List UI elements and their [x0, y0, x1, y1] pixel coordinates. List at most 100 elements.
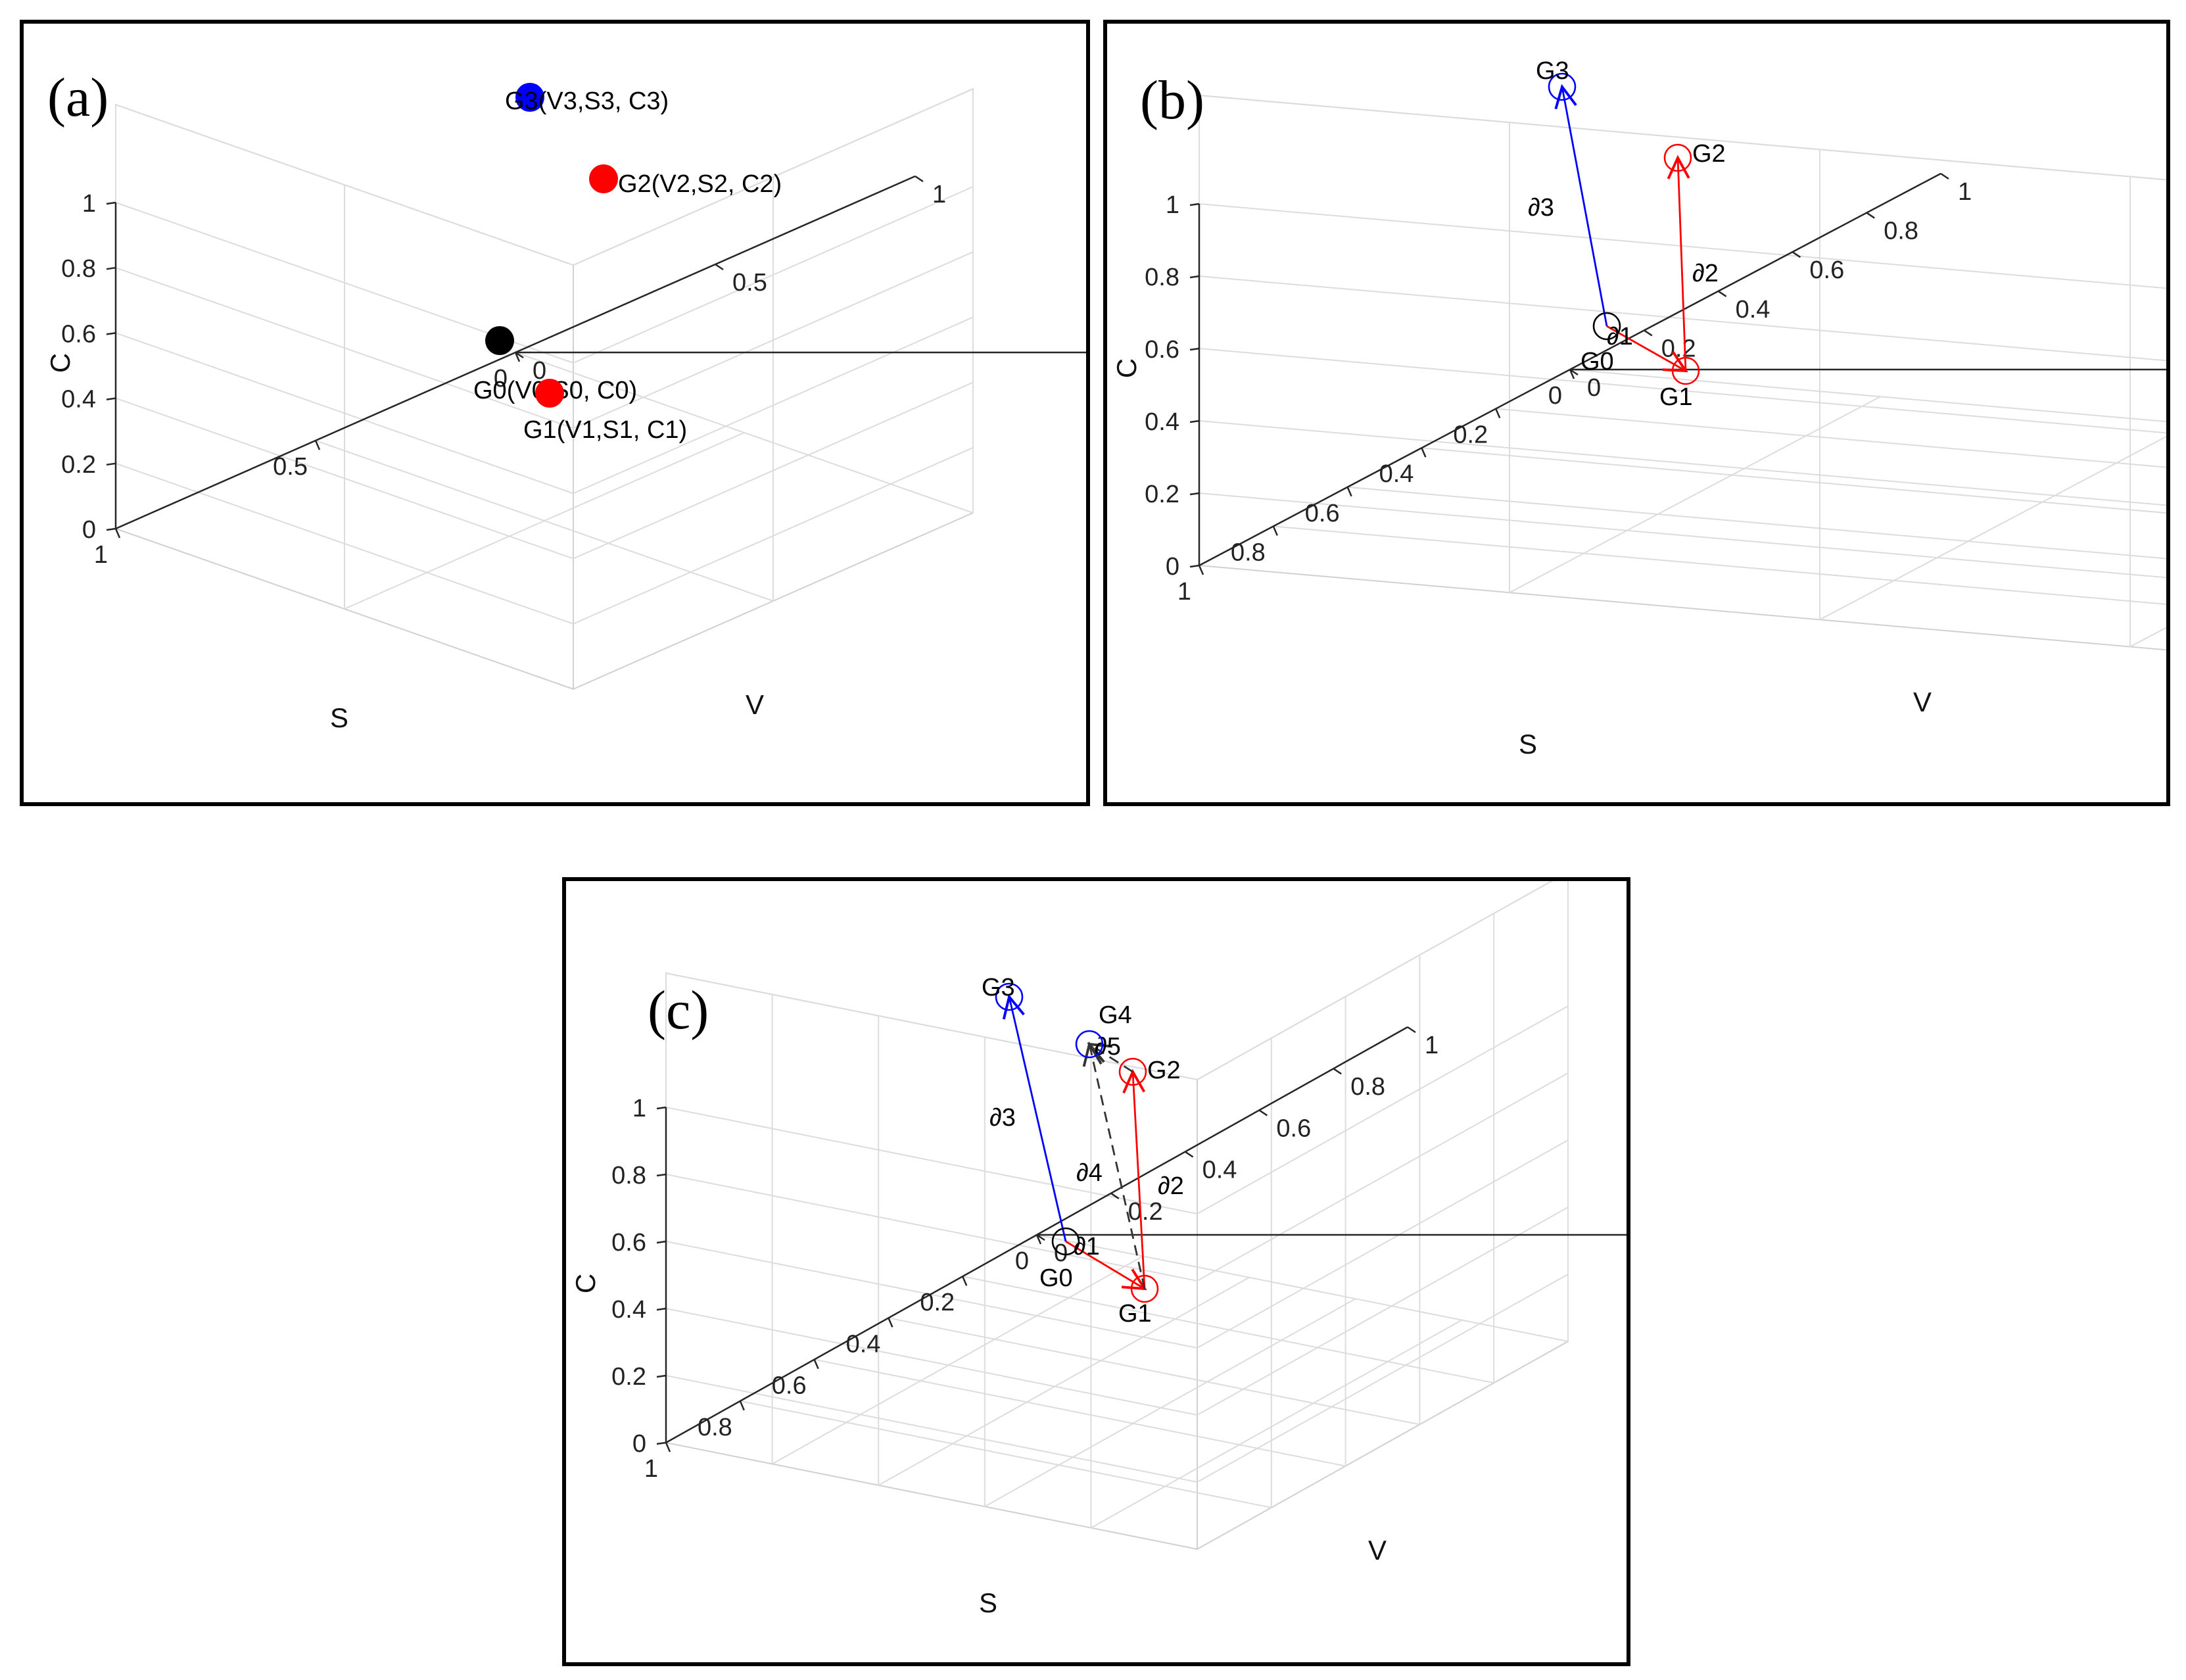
s-tick-label: 0.2 [1453, 421, 1488, 449]
point-g0 [485, 326, 514, 355]
point-g2 [1118, 1057, 1147, 1086]
s-tick-label: 0.6 [772, 1372, 807, 1400]
c-tick-label: 0.2 [61, 451, 96, 479]
grid-line-c [115, 251, 974, 429]
vector-3 [1009, 997, 1067, 1242]
panel-label: (b) [1140, 70, 1204, 131]
c-tick-label: 1 [82, 190, 96, 218]
s-axis-title: S [979, 1587, 997, 1618]
grid-line-floor [1090, 1319, 1462, 1529]
c-tick-label: 0 [632, 1430, 646, 1458]
s-tick-mark [1272, 525, 1278, 536]
v-tick-mark [1333, 1068, 1342, 1075]
v-tick-label: 1 [932, 181, 946, 208]
s-tick-mark [665, 1442, 671, 1452]
s-tick-label: 1 [94, 541, 108, 569]
v-axis-line [1569, 172, 1941, 371]
point-label-g2: G2 [1147, 1057, 1181, 1084]
v-tick-mark [1866, 212, 1875, 219]
grid-line-floor [814, 1358, 1346, 1467]
vector-4 [1089, 1044, 1146, 1289]
s-tick-mark [514, 352, 521, 362]
c-tick-mark [1189, 564, 1200, 568]
s-tick-label: 0.4 [846, 1330, 881, 1358]
s-axis-line [1199, 368, 1571, 567]
c-tick-label: 1 [1166, 191, 1179, 219]
point-label-g3: G3 [1536, 57, 1569, 85]
c-tick-mark [656, 1307, 667, 1311]
v-axis-title: V [1368, 1535, 1387, 1566]
v-tick-mark [1258, 1109, 1268, 1116]
vector-label: ∂4 [1076, 1159, 1103, 1187]
grid-line-floor [1036, 1234, 1569, 1342]
point-label-g4: G4 [1099, 1001, 1132, 1029]
c-tick-mark [106, 462, 116, 466]
v-tick-label: 0.2 [1128, 1198, 1163, 1226]
s-tick-label: 0.2 [920, 1289, 955, 1316]
c-tick-mark [656, 1441, 667, 1445]
vector-label: ∂5 [1095, 1033, 1121, 1061]
s-tick-mark [813, 1359, 819, 1370]
v-tick-mark [1110, 1192, 1120, 1199]
s-tick-label: 0.8 [1231, 539, 1266, 566]
s-axis-title: S [330, 702, 348, 733]
s-tick-mark [1346, 487, 1352, 497]
back-wall-v [1197, 881, 1569, 1550]
panel-label: (a) [47, 67, 108, 128]
s-tick-label: 1 [1177, 578, 1191, 606]
c-tick-mark [1189, 492, 1200, 496]
vector-3 [1562, 87, 1608, 327]
point-g3 [1548, 72, 1577, 101]
grid-line-c [115, 316, 974, 494]
grid-line-floor [878, 1276, 1250, 1486]
v-tick-label: 0.5 [732, 269, 767, 297]
point-label-g2: G2 [1692, 140, 1726, 168]
s-tick-label: 0.6 [1305, 500, 1340, 527]
v-tick-mark [1940, 172, 1949, 180]
v-tick-label: 0 [533, 357, 546, 385]
c-tick-mark [656, 1374, 667, 1378]
c-tick-label: 0 [82, 516, 96, 544]
c-tick-label: 0.8 [611, 1162, 646, 1189]
grid-line-floor [1819, 435, 2166, 621]
c-tick-mark [656, 1173, 667, 1177]
s-tick-label: 0 [1015, 1247, 1029, 1275]
point-g0 [1051, 1227, 1080, 1256]
v-tick-label: 1 [1425, 1032, 1438, 1059]
v-tick-label: 0.8 [1884, 218, 1918, 245]
point-label-g3: G3(V3,S3, C3) [505, 87, 669, 115]
grid-line-c [115, 88, 974, 266]
grid-line-floor [1421, 447, 2166, 514]
v-tick-label: 0.4 [1736, 296, 1770, 324]
panel-a: 0 0.2 0.4 0.6 0.8 1 0 0.5 1 0 0.5 1 C S V (a) G0(V0,S0, … [20, 20, 1090, 806]
vector-label: ∂3 [989, 1104, 1016, 1132]
v-axis-line [1036, 1026, 1408, 1236]
c-tick-mark [656, 1106, 667, 1110]
c-tick-label: 0.4 [611, 1296, 646, 1324]
v-axis-title: V [1913, 686, 1932, 717]
grid-line-c [1199, 276, 2166, 362]
grid-line-floor [1347, 486, 2166, 560]
point-label-g1: G1 [1118, 1300, 1152, 1328]
c-tick-mark [106, 266, 116, 270]
v-tick-mark [1407, 1026, 1416, 1034]
grid-line-floor [888, 1317, 1420, 1426]
grid-line-floor [344, 432, 745, 610]
point-g1 [1671, 356, 1700, 385]
point-g3 [995, 982, 1024, 1011]
c-tick-mark [106, 332, 116, 335]
s-tick-mark [1495, 408, 1501, 419]
s-tick-mark [114, 528, 121, 539]
point-g3 [515, 83, 544, 112]
grid-line-c [665, 1072, 1569, 1282]
c-tick-label: 0.2 [1145, 481, 1179, 508]
grid-line-c [1199, 492, 2166, 579]
c-tick-label: 0.4 [1145, 408, 1179, 436]
v-tick-label: 0.8 [1350, 1073, 1385, 1101]
s-tick-mark [962, 1276, 968, 1286]
grid-line-floor [962, 1276, 1494, 1384]
c-tick-mark [1189, 203, 1200, 206]
v-tick-label: 0.6 [1809, 256, 1844, 284]
v-tick-mark [1792, 251, 1801, 258]
s-tick-label: 0 [494, 365, 508, 393]
